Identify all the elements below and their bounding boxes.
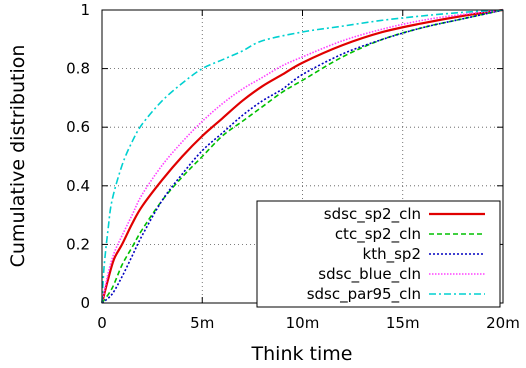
series-line-ctc-sp2-cln xyxy=(101,9,504,304)
x-tick-label: 20m xyxy=(486,314,520,332)
x-tick-label: 5m xyxy=(190,314,214,332)
y-tick-label: 0.2 xyxy=(66,235,90,253)
series-line-sdsc-par95-cln xyxy=(101,9,504,304)
legend-label-sdsc-sp2-cln: sdsc_sp2_cln xyxy=(324,205,421,224)
legend-label-sdsc-par95-cln: sdsc_par95_cln xyxy=(307,285,421,304)
x-tick-label: 0 xyxy=(97,314,107,332)
x-axis-label: Think time xyxy=(251,343,353,365)
y-tick-label: 1 xyxy=(80,1,90,19)
axis-ticks: 0 5m 10m 15m 20m 0 0.2 0.4 0.6 0.8 1 xyxy=(66,1,520,332)
y-axis-label: Cumulative distribution xyxy=(7,45,29,268)
y-tick-label: 0 xyxy=(80,294,90,312)
legend-box xyxy=(256,200,501,308)
series-line-sdsc-sp2-cln xyxy=(100,8,504,304)
series-line-sdsc-blue-cln xyxy=(101,9,504,304)
legend-label-kth-sp2: kth_sp2 xyxy=(363,245,421,264)
legend: sdsc_sp2_clnctc_sp2_clnkth_sp2sdsc_blue_… xyxy=(256,200,501,308)
plot-series xyxy=(100,8,504,304)
x-tick-label: 15m xyxy=(386,314,420,332)
legend-label-sdsc-blue-cln: sdsc_blue_cln xyxy=(318,265,421,284)
x-tick-label: 10m xyxy=(286,314,320,332)
y-tick-label: 0.4 xyxy=(66,177,90,195)
legend-label-ctc-sp2-cln: ctc_sp2_cln xyxy=(335,225,421,244)
y-tick-label: 0.6 xyxy=(66,118,90,136)
series-line-kth-sp2 xyxy=(101,9,504,304)
y-tick-label: 0.8 xyxy=(66,60,90,78)
